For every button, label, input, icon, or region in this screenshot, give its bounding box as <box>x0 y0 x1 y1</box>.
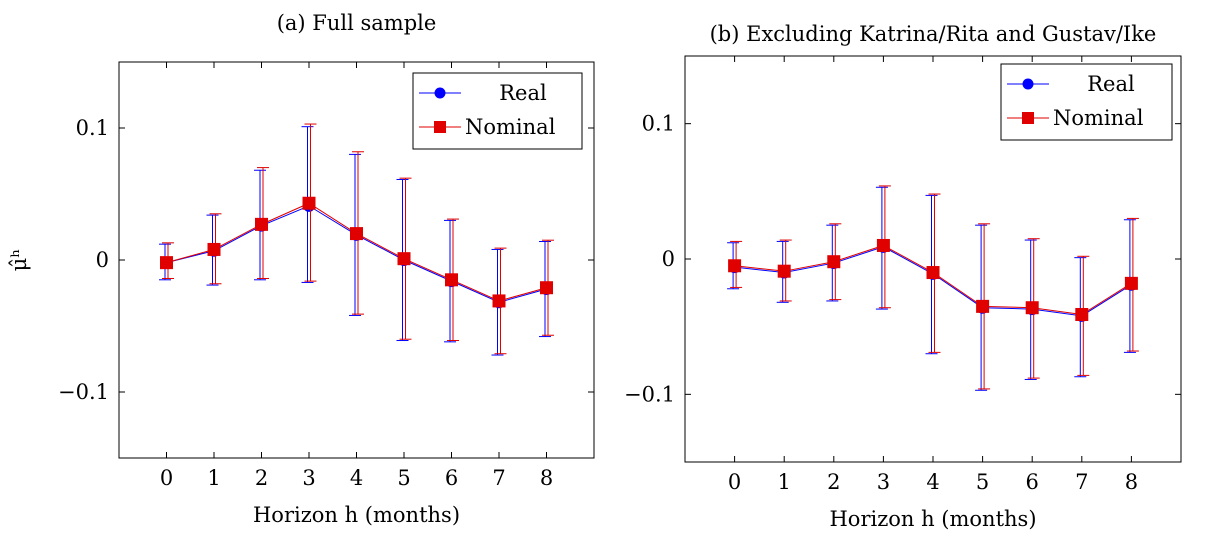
series-real <box>159 126 553 356</box>
data-point <box>350 227 363 241</box>
x-tick-label: 8 <box>540 466 553 490</box>
series-nominal <box>160 123 554 355</box>
legend-box <box>412 72 583 150</box>
x-tick-label: 0 <box>160 466 173 490</box>
y-tick-label: 0.1 <box>642 112 675 136</box>
series-real <box>727 186 1138 391</box>
y-axis-label: μ̂ʰ <box>7 249 31 272</box>
legend-box <box>1000 63 1173 141</box>
legend-label: Nominal <box>465 115 556 139</box>
legend-label: Real <box>499 81 547 105</box>
data-point <box>728 259 742 273</box>
x-tick-label: 6 <box>445 466 458 490</box>
chart-title: (b) Excluding Katrina/Rita and Gustav/Ik… <box>710 22 1157 46</box>
x-tick-label: 5 <box>397 466 410 490</box>
legend-marker <box>1022 78 1034 90</box>
series-line <box>166 205 547 303</box>
series-line <box>734 244 1132 316</box>
x-tick-label: 7 <box>1075 470 1088 494</box>
x-tick-label: 2 <box>255 466 268 490</box>
y-tick-label: 0 <box>662 247 675 271</box>
data-point <box>397 252 411 266</box>
data-point <box>926 266 940 280</box>
y-tick-label: 0 <box>96 248 109 272</box>
data-point <box>1124 276 1138 290</box>
data-point <box>492 294 506 308</box>
series-line <box>166 202 547 302</box>
x-tick-label: 8 <box>1125 470 1138 494</box>
x-tick-label: 3 <box>877 470 890 494</box>
data-point <box>302 196 316 210</box>
x-axis-label: Horizon h (months) <box>253 503 460 527</box>
x-axis-label: Horizon h (months) <box>829 507 1036 531</box>
y-tick-label: −0.1 <box>624 382 675 406</box>
legend-label: Real <box>1087 72 1135 96</box>
data-point <box>255 217 268 231</box>
data-point <box>976 299 990 313</box>
x-tick-label: 3 <box>302 466 315 490</box>
chart-title: (a) Full sample <box>277 11 437 35</box>
x-tick-label: 6 <box>1026 470 1039 494</box>
data-point <box>160 256 173 270</box>
panel-full-sample: (a) Full sample 0 1 2 3 4 5 6 7 8 −0.1 0 0.1 Horizon … <box>7 11 595 527</box>
legend-marker <box>1022 112 1034 124</box>
x-tick-label: 4 <box>926 470 939 494</box>
x-tick-label: 4 <box>350 466 363 490</box>
series-line <box>734 246 1132 317</box>
legend-marker <box>434 121 446 133</box>
legend-marker <box>434 87 446 99</box>
x-tick-label: 0 <box>728 470 741 494</box>
data-point <box>445 273 458 287</box>
legend: Real Nominal <box>412 72 583 150</box>
data-point <box>827 255 841 269</box>
x-tick-label: 1 <box>207 466 220 490</box>
x-tick-label: 1 <box>778 470 791 494</box>
panel-excluding-hurricanes: (b) Excluding Katrina/Rita and Gustav/Ik… <box>624 22 1182 531</box>
legend-label: Nominal <box>1053 106 1144 130</box>
data-point <box>1025 301 1039 315</box>
legend: Real Nominal <box>1000 63 1173 141</box>
data-point <box>1075 307 1089 321</box>
y-tick-label: −0.1 <box>58 380 109 404</box>
x-tick-label: 5 <box>976 470 989 494</box>
series-nominal <box>728 185 1139 390</box>
data-point <box>777 264 791 278</box>
data-point <box>540 281 553 295</box>
x-tick-label: 2 <box>827 470 840 494</box>
y-tick-label: 0.1 <box>76 116 109 140</box>
x-tick-label: 7 <box>492 466 505 490</box>
data-point <box>207 242 221 256</box>
data-point <box>876 238 890 252</box>
